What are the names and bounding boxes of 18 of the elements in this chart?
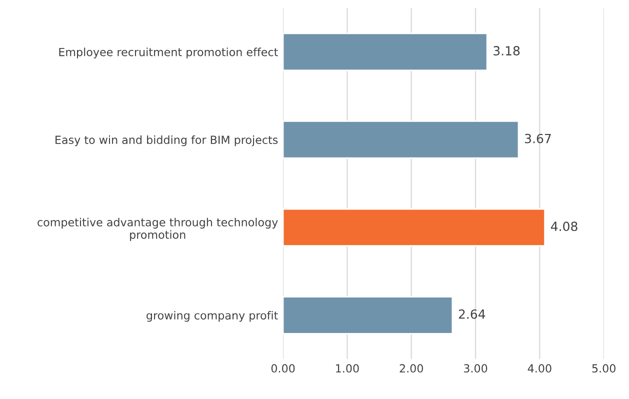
x-tick-label: 0.00 <box>271 364 295 373</box>
x-tick-label: 2.00 <box>400 364 423 373</box>
x-tick-label: 1.00 <box>336 364 359 373</box>
x-tick-label: 3.00 <box>464 364 488 373</box>
x-tick-label: 4.00 <box>528 364 552 373</box>
data-label: 4.08 <box>550 222 578 232</box>
data-label: 3.67 <box>525 134 551 144</box>
y-tick-label: Employee recruitment promotion effect <box>59 48 278 58</box>
data-label: 2.64 <box>458 309 486 319</box>
y-tick-label: competitive advantage through technology promotion <box>38 218 278 242</box>
data-label: 3.18 <box>494 46 520 56</box>
y-tick-label: Easy to win and bidding for BIM projects <box>56 135 278 146</box>
bar <box>283 208 546 247</box>
x-tick-label: 5.00 <box>592 364 616 373</box>
bar <box>283 120 520 159</box>
bar <box>283 296 454 334</box>
y-tick-label: growing company profit <box>146 310 278 322</box>
bar <box>283 32 488 71</box>
